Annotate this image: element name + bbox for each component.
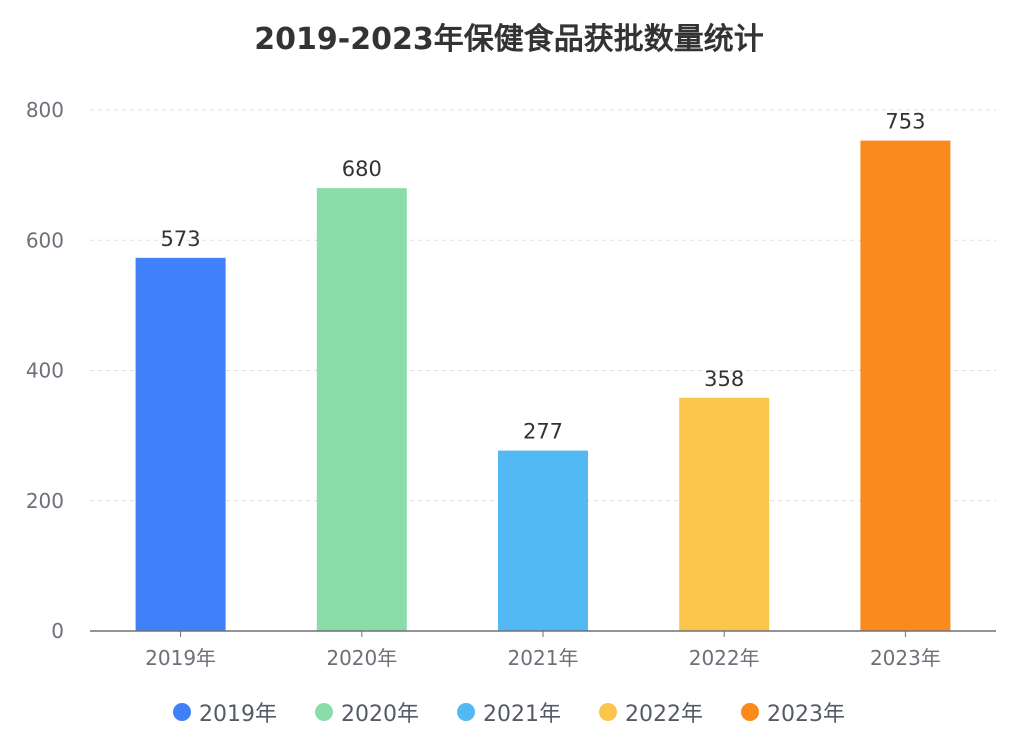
x-tick-label: 2021年 bbox=[508, 646, 579, 670]
data-label: 277 bbox=[523, 420, 563, 444]
legend-item[interactable]: 2021年 bbox=[457, 696, 561, 728]
x-tick-label: 2022年 bbox=[689, 646, 760, 670]
legend-item[interactable]: 2020年 bbox=[315, 696, 419, 728]
legend-swatch bbox=[315, 703, 333, 721]
y-tick-label: 800 bbox=[26, 98, 64, 122]
legend-label: 2021年 bbox=[483, 702, 561, 727]
legend: 2019年 2020年 2021年 2022年 2023年 bbox=[0, 696, 1018, 728]
bar bbox=[135, 257, 226, 631]
chart-title: 2019-2023年保健食品获批数量统计 bbox=[254, 22, 764, 57]
x-tick-label: 2023年 bbox=[870, 646, 941, 670]
legend-swatch bbox=[173, 703, 191, 721]
bars bbox=[135, 140, 951, 631]
legend-label: 2022年 bbox=[625, 702, 703, 727]
legend-swatch bbox=[457, 703, 475, 721]
legend-item[interactable]: 2019年 bbox=[173, 696, 277, 728]
y-tick-label: 600 bbox=[26, 228, 64, 252]
data-labels: 573 680 277 358 753 bbox=[161, 110, 926, 444]
y-tick-label: 400 bbox=[26, 359, 64, 383]
x-tick-label: 2020年 bbox=[326, 646, 397, 670]
y-tick-label: 0 bbox=[51, 619, 64, 643]
bar bbox=[679, 397, 770, 631]
legend-swatch bbox=[741, 703, 759, 721]
data-label: 358 bbox=[704, 367, 744, 391]
y-tick-label: 200 bbox=[26, 489, 64, 513]
legend-label: 2023年 bbox=[767, 702, 845, 727]
legend-label: 2019年 bbox=[199, 702, 277, 727]
gridlines bbox=[90, 109, 996, 502]
bar bbox=[316, 188, 407, 631]
data-label: 680 bbox=[342, 157, 382, 181]
data-label: 573 bbox=[161, 227, 201, 251]
y-axis-ticks: 0 200 400 600 800 bbox=[26, 98, 64, 643]
legend-item[interactable]: 2022年 bbox=[599, 696, 703, 728]
bar bbox=[860, 140, 951, 631]
bar bbox=[498, 450, 588, 631]
legend-item[interactable]: 2023年 bbox=[741, 696, 845, 728]
data-label: 753 bbox=[885, 110, 925, 134]
legend-swatch bbox=[599, 703, 617, 721]
x-axis-ticks: 2019年 2020年 2021年 2022年 2023年 bbox=[145, 631, 941, 670]
legend-label: 2020年 bbox=[341, 702, 419, 727]
x-tick-label: 2019年 bbox=[145, 646, 216, 670]
